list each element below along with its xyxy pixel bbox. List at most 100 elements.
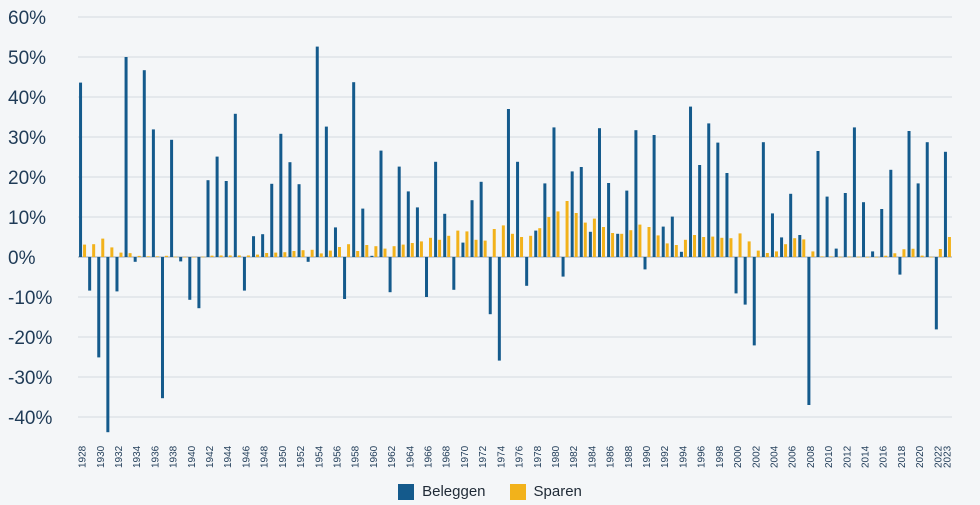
y-tick-label: 0% — [8, 248, 36, 269]
bar-sparen-2007 — [802, 239, 806, 257]
bar-beleggen-1947 — [252, 236, 256, 257]
bar-beleggen-1939 — [179, 257, 183, 262]
bar-beleggen-2013 — [852, 127, 856, 258]
legend-item-beleggen: Beleggen — [398, 483, 486, 500]
bar-beleggen-1952 — [297, 184, 301, 257]
bar-beleggen-1951 — [288, 162, 292, 257]
bar-beleggen-1967 — [434, 161, 438, 257]
y-tick-label: 10% — [8, 208, 46, 229]
bar-sparen-1973 — [492, 229, 496, 257]
bar-beleggen-1992 — [661, 226, 665, 257]
bar-beleggen-2012 — [843, 193, 847, 257]
bar-beleggen-1944 — [224, 181, 228, 257]
x-tick-label: 1992 — [660, 445, 671, 468]
bar-sparen-1931 — [110, 247, 114, 257]
legend-label-beleggen: Beleggen — [422, 483, 486, 500]
bar-beleggen-1972 — [479, 181, 483, 257]
bar-sparen-1952 — [301, 250, 305, 257]
bar-sparen-2008 — [811, 251, 815, 257]
bar-beleggen-1977 — [525, 257, 529, 286]
bar-sparen-1968 — [447, 235, 451, 257]
y-tick-label: 30% — [8, 128, 46, 149]
bar-beleggen-1957 — [343, 257, 347, 299]
bar-sparen-1986 — [611, 233, 615, 257]
bar-sparen-1990 — [647, 227, 651, 257]
bar-beleggen-2001 — [743, 257, 747, 305]
bar-beleggen-1983 — [579, 167, 583, 257]
bar-sparen-1962 — [392, 246, 396, 257]
x-tick-label: 1940 — [187, 445, 198, 468]
bar-beleggen-1943 — [215, 156, 219, 257]
x-tick-label: 2018 — [897, 445, 908, 468]
x-tick-label: 1964 — [405, 445, 416, 468]
x-tick-label: 1968 — [442, 445, 453, 468]
bar-sparen-1966 — [429, 237, 433, 257]
bar-beleggen-2002 — [752, 257, 756, 346]
y-tick-label: -10% — [8, 288, 52, 309]
bar-sparen-1971 — [474, 239, 478, 257]
bar-beleggen-1930 — [97, 257, 101, 358]
bar-beleggen-1935 — [142, 70, 146, 257]
bar-sparen-2013 — [856, 256, 860, 258]
y-tick-label: 60% — [8, 8, 46, 29]
bar-beleggen-1990 — [643, 257, 647, 270]
bar-sparen-1967 — [438, 239, 442, 257]
bar-beleggen-1946 — [242, 257, 246, 291]
bar-sparen-1982 — [574, 213, 578, 257]
bar-sparen-1981 — [565, 201, 569, 257]
legend-label-sparen: Sparen — [533, 483, 582, 500]
y-tick-label: 50% — [8, 48, 46, 69]
bar-beleggen-2011 — [834, 248, 838, 257]
x-tick-label: 1950 — [278, 445, 289, 468]
bar-sparen-2011 — [838, 256, 842, 258]
bar-beleggen-2015 — [871, 251, 875, 257]
bar-sparen-1940 — [192, 256, 196, 258]
bar-sparen-1953 — [310, 249, 314, 257]
bar-beleggen-1987 — [616, 233, 620, 257]
bar-sparen-2014 — [866, 256, 870, 258]
bar-beleggen-1969 — [452, 257, 456, 290]
x-tick-label: 2010 — [824, 445, 835, 468]
bar-sparen-2018 — [902, 249, 906, 257]
y-tick-label: 40% — [8, 88, 46, 109]
bar-sparen-1936 — [155, 256, 159, 257]
y-tick-label: -40% — [8, 408, 52, 429]
bar-beleggen-1984 — [588, 231, 592, 257]
bar-sparen-1985 — [601, 227, 605, 257]
bar-sparen-1963 — [401, 244, 405, 257]
y-tick-label: -30% — [8, 368, 52, 389]
bar-beleggen-1937 — [160, 257, 164, 399]
bar-beleggen-2008 — [807, 257, 811, 405]
bar-beleggen-1998 — [716, 142, 720, 257]
bar-sparen-1980 — [556, 211, 560, 257]
bar-beleggen-2004 — [770, 213, 774, 257]
bar-beleggen-1955 — [324, 126, 328, 257]
bar-sparen-2010 — [829, 256, 833, 258]
x-tick-label: 2000 — [733, 445, 744, 468]
bar-beleggen-2019 — [907, 131, 911, 257]
bar-sparen-1938 — [174, 256, 178, 258]
bar-sparen-2000 — [738, 233, 742, 257]
x-tick-label: 1932 — [114, 445, 125, 468]
x-tick-label: 1976 — [515, 445, 526, 468]
bar-sparen-1935 — [146, 256, 150, 257]
x-tick-label: 2016 — [879, 445, 890, 468]
bar-beleggen-1979 — [543, 183, 547, 257]
bar-sparen-1939 — [183, 256, 187, 258]
bar-sparen-1999 — [729, 238, 733, 257]
bar-sparen-2009 — [820, 256, 824, 257]
bar-beleggen-1938 — [170, 139, 174, 257]
bar-sparen-1942 — [210, 255, 214, 257]
bar-sparen-2016 — [884, 255, 888, 257]
bar-beleggen-1975 — [506, 109, 510, 257]
x-tick-label: 1994 — [678, 445, 689, 468]
bar-sparen-1969 — [456, 230, 460, 257]
bar-sparen-1992 — [665, 243, 669, 257]
bar-sparen-1996 — [702, 237, 706, 257]
x-tick-label: 1948 — [260, 445, 271, 468]
bar-beleggen-1991 — [652, 135, 656, 257]
bar-sparen-1948 — [265, 253, 269, 257]
bar-sparen-1970 — [465, 231, 469, 257]
